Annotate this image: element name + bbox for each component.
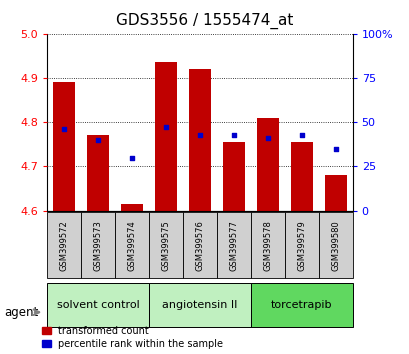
Bar <box>148 283 250 327</box>
Bar <box>290 142 312 211</box>
Text: GSM399575: GSM399575 <box>161 220 170 270</box>
Point <box>94 137 101 143</box>
Text: GSM399572: GSM399572 <box>59 220 68 270</box>
Bar <box>115 212 148 278</box>
Bar <box>53 82 75 211</box>
Bar <box>155 62 177 211</box>
Text: GDS3556 / 1555474_at: GDS3556 / 1555474_at <box>116 12 293 29</box>
Text: solvent control: solvent control <box>56 300 139 310</box>
Bar <box>47 212 81 278</box>
Point <box>162 125 169 130</box>
Text: angiotensin II: angiotensin II <box>162 300 237 310</box>
Bar <box>250 283 352 327</box>
Bar <box>256 118 278 211</box>
Bar <box>81 212 115 278</box>
Bar <box>47 283 148 327</box>
Text: GSM399573: GSM399573 <box>93 220 102 270</box>
Bar <box>216 212 250 278</box>
Bar <box>148 212 182 278</box>
Bar <box>121 204 143 211</box>
Text: GSM399579: GSM399579 <box>297 220 306 270</box>
Point <box>230 132 236 137</box>
Text: GSM399578: GSM399578 <box>263 220 272 270</box>
Bar <box>250 212 284 278</box>
Point <box>128 155 135 160</box>
Bar <box>182 212 216 278</box>
Bar <box>222 142 244 211</box>
Bar <box>189 69 210 211</box>
Bar <box>324 175 346 211</box>
Text: GSM399580: GSM399580 <box>330 220 339 270</box>
Point <box>298 132 304 137</box>
Bar <box>318 212 352 278</box>
Point <box>264 135 270 141</box>
Bar <box>284 212 318 278</box>
Text: GSM399576: GSM399576 <box>195 220 204 270</box>
Text: torcetrapib: torcetrapib <box>270 300 332 310</box>
Text: agent: agent <box>4 306 38 319</box>
Point <box>61 126 67 132</box>
Text: GSM399574: GSM399574 <box>127 220 136 270</box>
Text: GSM399577: GSM399577 <box>229 220 238 270</box>
Point <box>196 132 203 137</box>
Point <box>332 146 338 152</box>
Legend: transformed count, percentile rank within the sample: transformed count, percentile rank withi… <box>42 326 223 349</box>
Bar <box>87 136 109 211</box>
